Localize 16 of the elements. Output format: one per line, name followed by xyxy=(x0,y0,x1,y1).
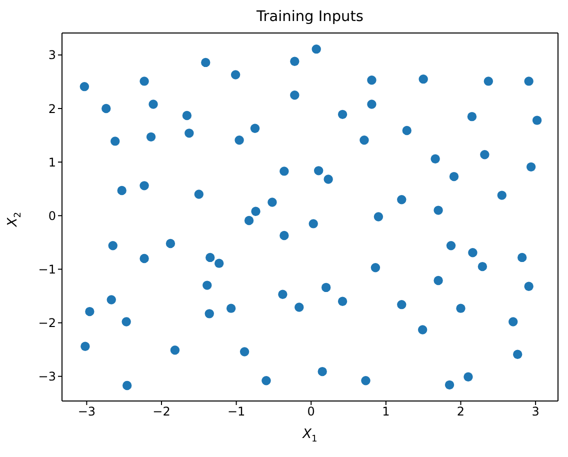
y-tick-label: −3 xyxy=(38,370,56,384)
x-tick-label: 2 xyxy=(456,404,465,419)
x-tick-label: −3 xyxy=(78,404,96,419)
x-tick-label: −2 xyxy=(152,404,170,419)
y-tick-label: −2 xyxy=(38,316,56,330)
x-tick-label: 1 xyxy=(382,404,390,419)
x-axis-title: X$_{1}$ xyxy=(302,427,318,445)
x-tick-label: 3 xyxy=(532,404,540,419)
chart-title: Training Inputs xyxy=(256,9,364,25)
y-tick-label: 3 xyxy=(48,48,56,62)
y-tick-label: 2 xyxy=(48,102,56,116)
x-tick-label: 0 xyxy=(307,404,315,419)
y-tick-label: 1 xyxy=(48,155,56,170)
y-tick-label: −1 xyxy=(38,262,56,276)
x-tick-label: −1 xyxy=(227,404,246,419)
y-tick-label: 0 xyxy=(48,208,56,223)
